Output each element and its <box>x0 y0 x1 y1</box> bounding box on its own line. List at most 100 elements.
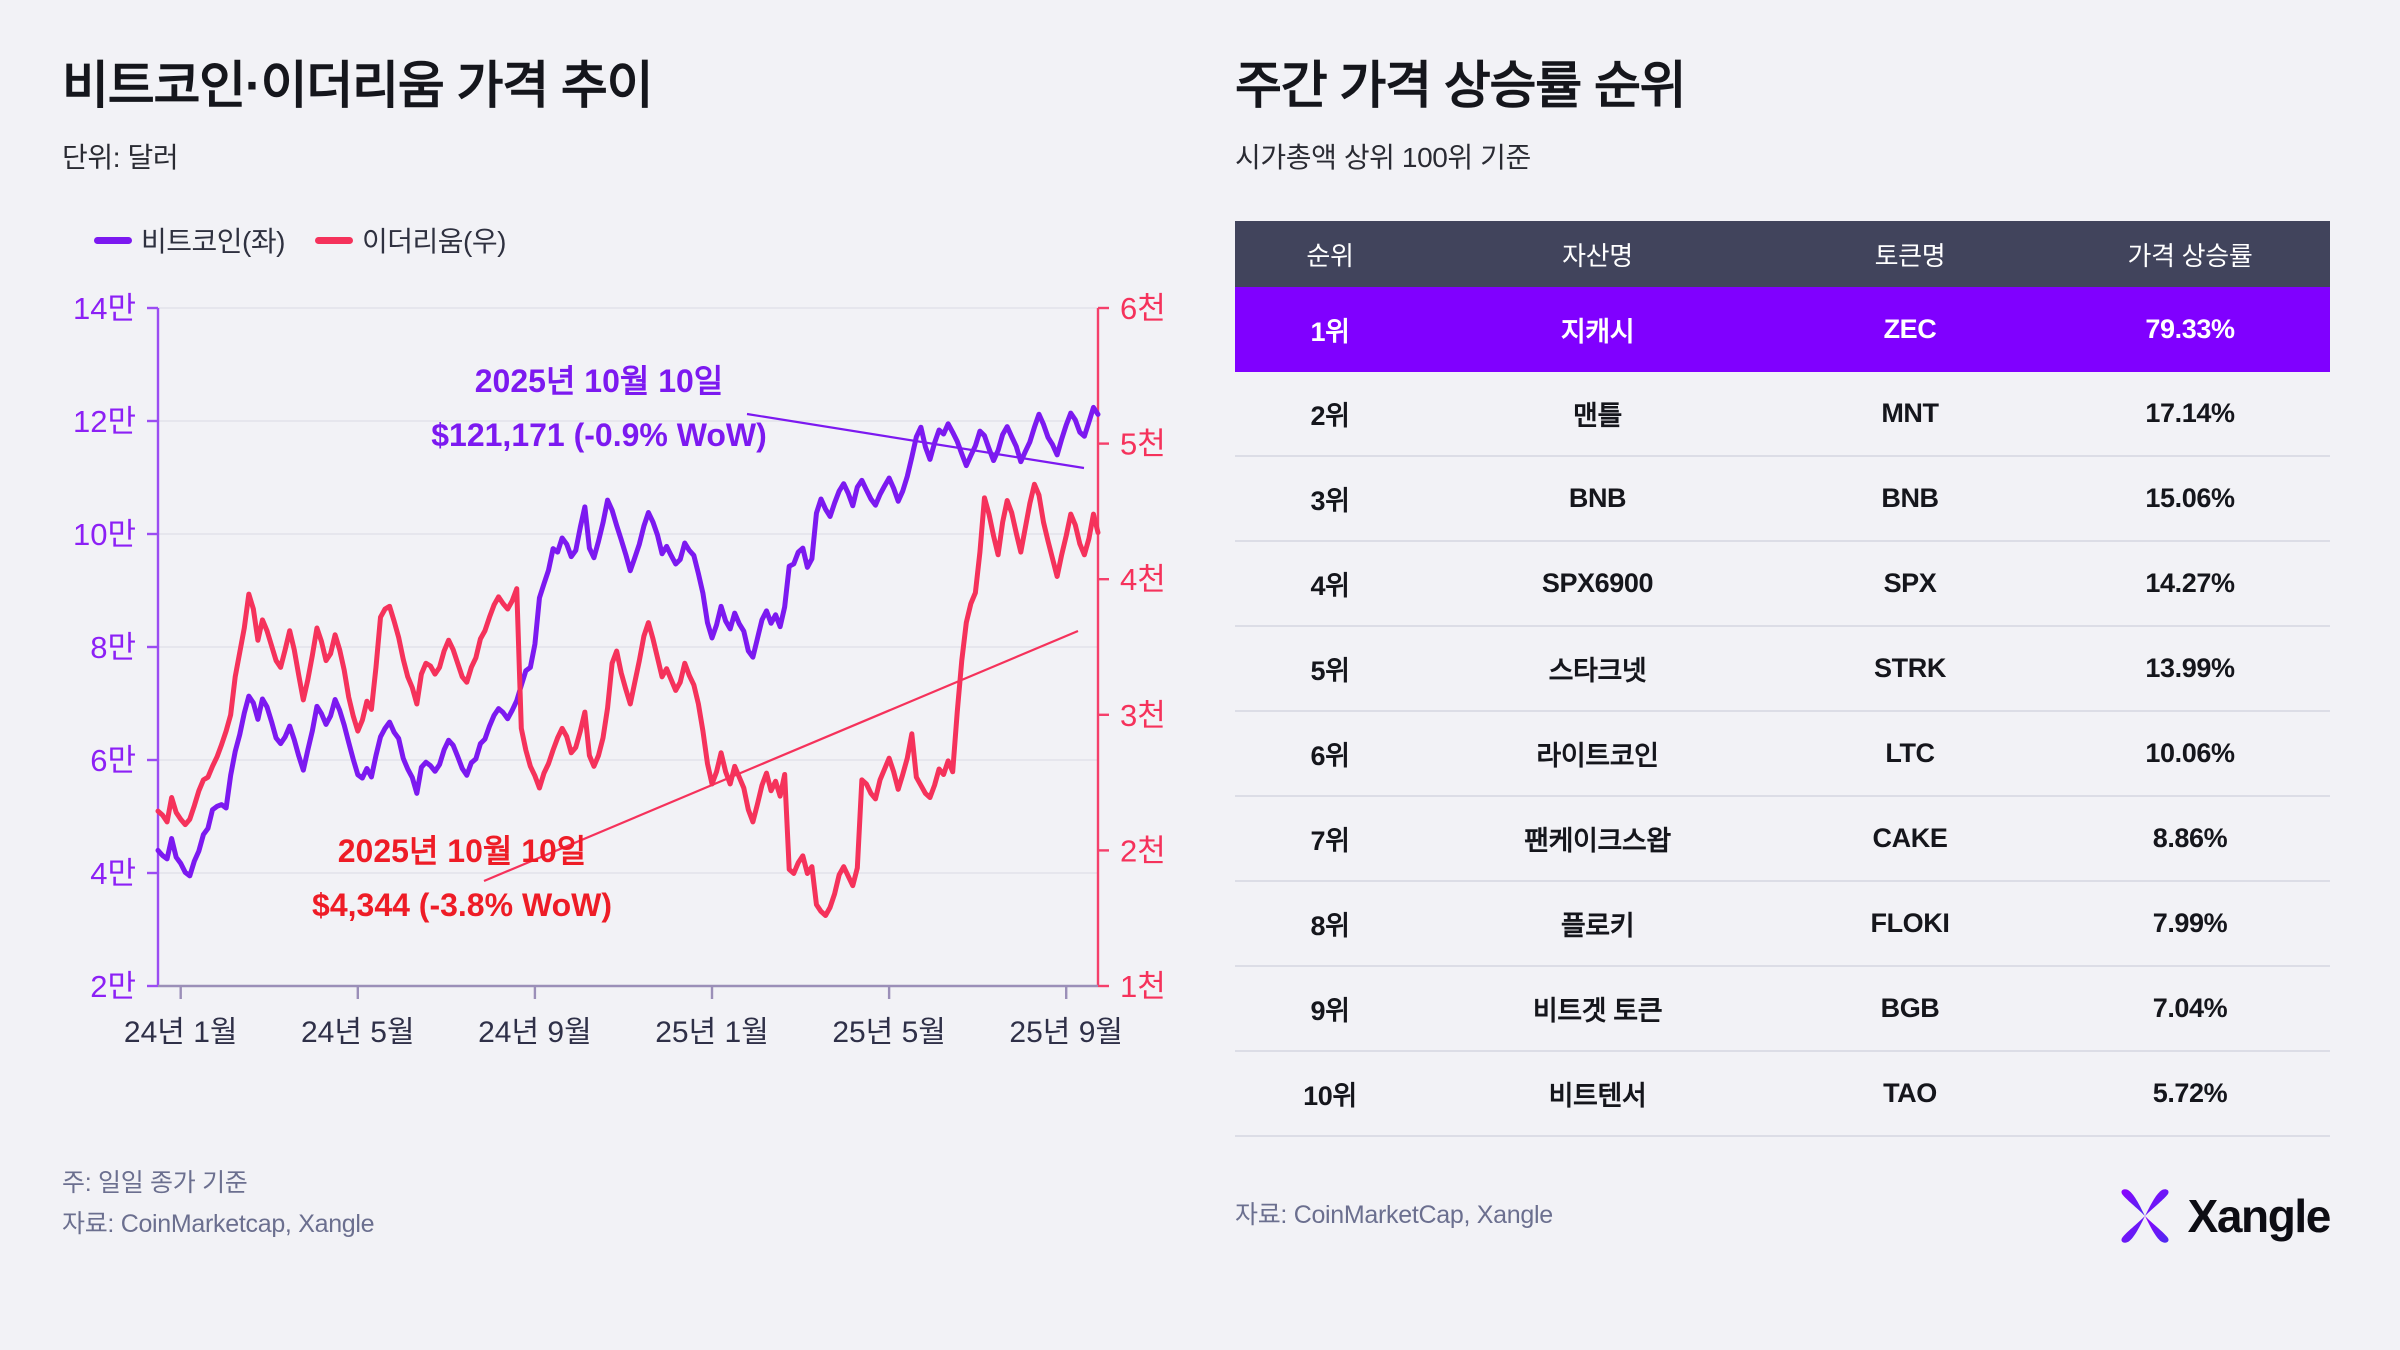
table-row[interactable]: 10위 비트텐서 TAO 5.72% <box>1235 1052 2330 1138</box>
series-line-eth <box>155 481 1101 919</box>
legend-item-eth: 이더리움(우) <box>314 220 506 260</box>
cell-rank: 7위 <box>1310 826 1350 857</box>
cell-asset-name: 비트겟 토큰 <box>1532 996 1663 1027</box>
legend-label-eth: 이더리움(우) <box>361 226 506 258</box>
left-footer: 주: 일일 종가 기준 자료: CoinMarketcap, Xangle <box>62 1163 375 1246</box>
cell-price-change: 14.27% <box>2145 568 2235 599</box>
x-axis: 24년 1월 24년 5월 24년 9월 25년 1월 25년 5월 25년 9월 <box>124 984 1123 1049</box>
tick-label-right: 5천 <box>1120 427 1166 462</box>
tick-label-right: 4천 <box>1120 562 1166 597</box>
tick-label-right: 2천 <box>1120 833 1166 868</box>
cell-price-change: 8.86% <box>2152 823 2228 854</box>
cell-price-change: 79.33% <box>2145 314 2235 345</box>
cell-rank: 3위 <box>1310 486 1350 517</box>
legend-label-btc: 비트코인(좌) <box>141 226 285 258</box>
cell-token-symbol: BNB <box>1881 483 1939 514</box>
tick-label-left: 12만 <box>73 404 136 439</box>
tick-label-right: 1천 <box>1120 969 1166 1004</box>
table-row[interactable]: 1위 지캐시 ZEC 79.33% <box>1235 287 2330 373</box>
cell-price-change: 7.99% <box>2152 908 2228 939</box>
table-header-row: 순위 자산명 토큰명 가격 상승률 <box>1235 221 2330 288</box>
chart-gridlines <box>158 307 1098 987</box>
annotation-eth-value: $4,344 (-3.8% WoW) <box>312 887 612 923</box>
chart-note: 주: 일일 종가 기준 <box>62 1168 248 1197</box>
annotation-eth-date: 2025년 10월 10일 <box>338 833 586 869</box>
xangle-wordmark: Xangle <box>2187 1190 2332 1242</box>
ranking-title: 주간 가격 상승률 순위 <box>1235 57 1687 114</box>
tick-label-right: 3천 <box>1120 698 1166 733</box>
cell-price-change: 15.06% <box>2145 483 2235 514</box>
cell-asset-name: 스타크넷 <box>1548 656 1647 687</box>
legend-item-btc: 비트코인(좌) <box>94 220 285 260</box>
leader-line-btc <box>746 413 1085 470</box>
cell-asset-name: 팬케이크스왑 <box>1524 826 1671 857</box>
table-row[interactable]: 7위 팬케이크스왑 CAKE 8.86% <box>1235 797 2330 883</box>
cell-asset-name: 비트텐서 <box>1548 1081 1647 1112</box>
cell-token-symbol: CAKE <box>1872 823 1948 854</box>
chart-legend: 비트코인(좌) 이더리움(우) <box>62 220 1215 260</box>
table-row[interactable]: 5위 스타크넷 STRK 13.99% <box>1235 627 2330 713</box>
cell-token-symbol: SPX <box>1883 568 1937 599</box>
cell-asset-name: 라이트코인 <box>1536 741 1659 772</box>
tick-label-left: 6만 <box>90 743 136 778</box>
cell-asset-name: SPX6900 <box>1541 568 1654 599</box>
ranking-panel: 주간 가격 상승률 순위 시가총액 상위 100위 기준 순위 자산명 토큰명 … <box>1215 0 2400 1350</box>
tick-label-x: 24년 9월 <box>478 1016 592 1049</box>
page-title: 비트코인·이더리움 가격 추이 <box>62 57 654 114</box>
cell-rank: 1위 <box>1310 317 1350 348</box>
unit-label: 단위: 달러 <box>62 142 179 174</box>
column-header-rank: 순위 <box>1306 240 1354 271</box>
cell-token-symbol: TAO <box>1883 1078 1937 1109</box>
tick-label-left: 10만 <box>73 517 136 552</box>
ranking-source: 자료: CoinMarketCap, Xangle <box>1235 1201 1553 1230</box>
cell-rank: 10위 <box>1303 1081 1357 1112</box>
tick-label-x: 24년 1월 <box>124 1016 238 1049</box>
annotation-btc-value: $121,171 (-0.9% WoW) <box>431 417 767 453</box>
tick-label-x: 25년 5월 <box>832 1016 946 1049</box>
tick-label-left: 2만 <box>90 969 136 1004</box>
tick-label-left: 8만 <box>90 630 136 665</box>
cell-asset-name: BNB <box>1568 483 1627 514</box>
table-row[interactable]: 9위 비트겟 토큰 BGB 7.04% <box>1235 967 2330 1053</box>
table-row[interactable]: 2위 맨틀 MNT 17.14% <box>1235 372 2330 458</box>
y-axis-right: 6천 5천 4천 3천 2천 1천 <box>1096 291 1166 1004</box>
cell-rank: 6위 <box>1310 741 1350 772</box>
chart-annotation-layer: 2025년 10월 10일 $121,171 (-0.9% WoW) 2025년 1… <box>312 363 1085 923</box>
legend-swatch-btc <box>94 236 132 244</box>
cell-rank: 9위 <box>1310 996 1350 1027</box>
table-row[interactable]: 6위 라이트코인 LTC 10.06% <box>1235 712 2330 798</box>
cell-rank: 2위 <box>1310 401 1350 432</box>
tick-label-left: 4만 <box>90 856 136 891</box>
tick-label-x: 24년 5월 <box>301 1016 415 1049</box>
y-axis-left: 14만 12만 10만 8만 6만 4만 2만 <box>73 291 160 1004</box>
cell-rank: 5위 <box>1310 656 1350 687</box>
ranking-subtitle: 시가총액 상위 100위 기준 <box>1235 142 1531 174</box>
cell-rank: 8위 <box>1310 911 1350 942</box>
table-body: 1위 지캐시 ZEC 79.33% 2위 맨틀 MNT 17.14% 3위 BNB BNB 15.06… <box>1235 287 2330 1138</box>
cell-token-symbol: FLOKI <box>1870 908 1950 939</box>
chart-source: 자료: CoinMarketcap, Xangle <box>62 1209 375 1238</box>
tick-label-left: 14만 <box>73 291 136 326</box>
cell-token-symbol: BGB <box>1880 993 1940 1024</box>
cell-token-symbol: STRK <box>1874 653 1946 684</box>
tick-label-x: 25년 1월 <box>655 1016 769 1049</box>
table-row[interactable]: 3위 BNB BNB 15.06% <box>1235 457 2330 543</box>
series-line-btc <box>155 405 1101 879</box>
xangle-pinwheel-icon <box>2121 1189 2169 1243</box>
cell-price-change: 7.04% <box>2152 993 2228 1024</box>
column-header-change: 가격 상승률 <box>2127 240 2253 271</box>
cell-asset-name: 지캐시 <box>1560 317 1635 348</box>
table-row[interactable]: 4위 SPX6900 SPX 14.27% <box>1235 542 2330 628</box>
column-header-token: 토큰명 <box>1874 240 1946 271</box>
cell-rank: 4위 <box>1310 571 1350 602</box>
cell-price-change: 5.72% <box>2152 1078 2228 1109</box>
cell-price-change: 17.14% <box>2145 398 2235 429</box>
legend-swatch-eth <box>314 236 353 244</box>
table-row[interactable]: 8위 플로키 FLOKI 7.99% <box>1235 882 2330 968</box>
cell-token-symbol: ZEC <box>1883 314 1937 345</box>
cell-token-symbol: LTC <box>1885 738 1935 769</box>
cell-asset-name: 맨틀 <box>1573 401 1622 432</box>
ranking-table: 순위 자산명 토큰명 가격 상승률 1위 지캐시 ZEC 79.33% 2위 맨틀 MNT 1… <box>1235 221 2330 1138</box>
